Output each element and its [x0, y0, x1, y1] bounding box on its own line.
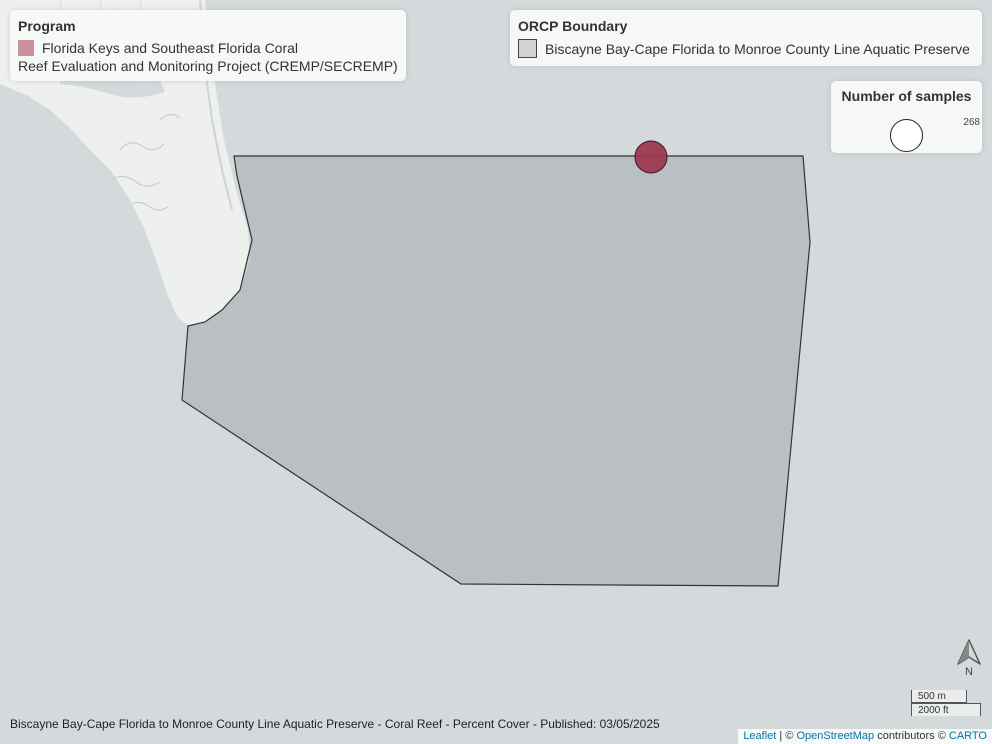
- boundary-swatch-icon: [518, 39, 537, 58]
- samples-legend-title: Number of samples: [841, 88, 972, 104]
- north-arrow-icon: [957, 639, 981, 665]
- scale-imperial: 2000 ft: [911, 703, 981, 716]
- attribution-contrib: contributors ©: [874, 730, 949, 742]
- sample-marker[interactable]: [634, 140, 668, 174]
- map-caption: Biscayne Bay-Cape Florida to Monroe Coun…: [10, 717, 660, 731]
- scale-metric: 500 m: [911, 690, 967, 703]
- attribution: Leaflet | © OpenStreetMap contributors ©…: [738, 729, 992, 744]
- north-arrow: N: [955, 638, 983, 678]
- orcp-legend-title: ORCP Boundary: [518, 18, 628, 34]
- scale-bar: 500 m 2000 ft: [911, 690, 981, 716]
- program-legend: Program Florida Keys and Southeast Flori…: [10, 10, 406, 81]
- leaflet-link[interactable]: Leaflet: [743, 730, 777, 742]
- program-item-line1: Florida Keys and Southeast Florida Coral: [42, 40, 299, 56]
- osm-link[interactable]: OpenStreetMap: [796, 730, 875, 742]
- attribution-sep: | ©: [776, 730, 797, 742]
- program-legend-title: Program: [18, 18, 76, 34]
- samples-circle-icon: [890, 119, 923, 152]
- program-legend-item: Florida Keys and Southeast Florida Coral: [18, 39, 398, 57]
- orcp-item-label: Biscayne Bay-Cape Florida to Monroe Coun…: [545, 41, 970, 57]
- land-wetlands: [109, 113, 181, 211]
- program-swatch-icon: [18, 40, 34, 56]
- orcp-legend: ORCP Boundary Biscayne Bay-Cape Florida …: [510, 10, 982, 66]
- orcp-legend-item: Biscayne Bay-Cape Florida to Monroe Coun…: [518, 39, 974, 58]
- carto-link[interactable]: CARTO: [948, 730, 987, 742]
- program-item-line2: Reef Evaluation and Monitoring Project (…: [18, 58, 398, 74]
- north-label: N: [965, 666, 973, 678]
- orcp-boundary-polygon[interactable]: [181, 155, 811, 587]
- samples-legend: Number of samples 268: [831, 81, 982, 153]
- samples-count-label: 268: [963, 117, 980, 128]
